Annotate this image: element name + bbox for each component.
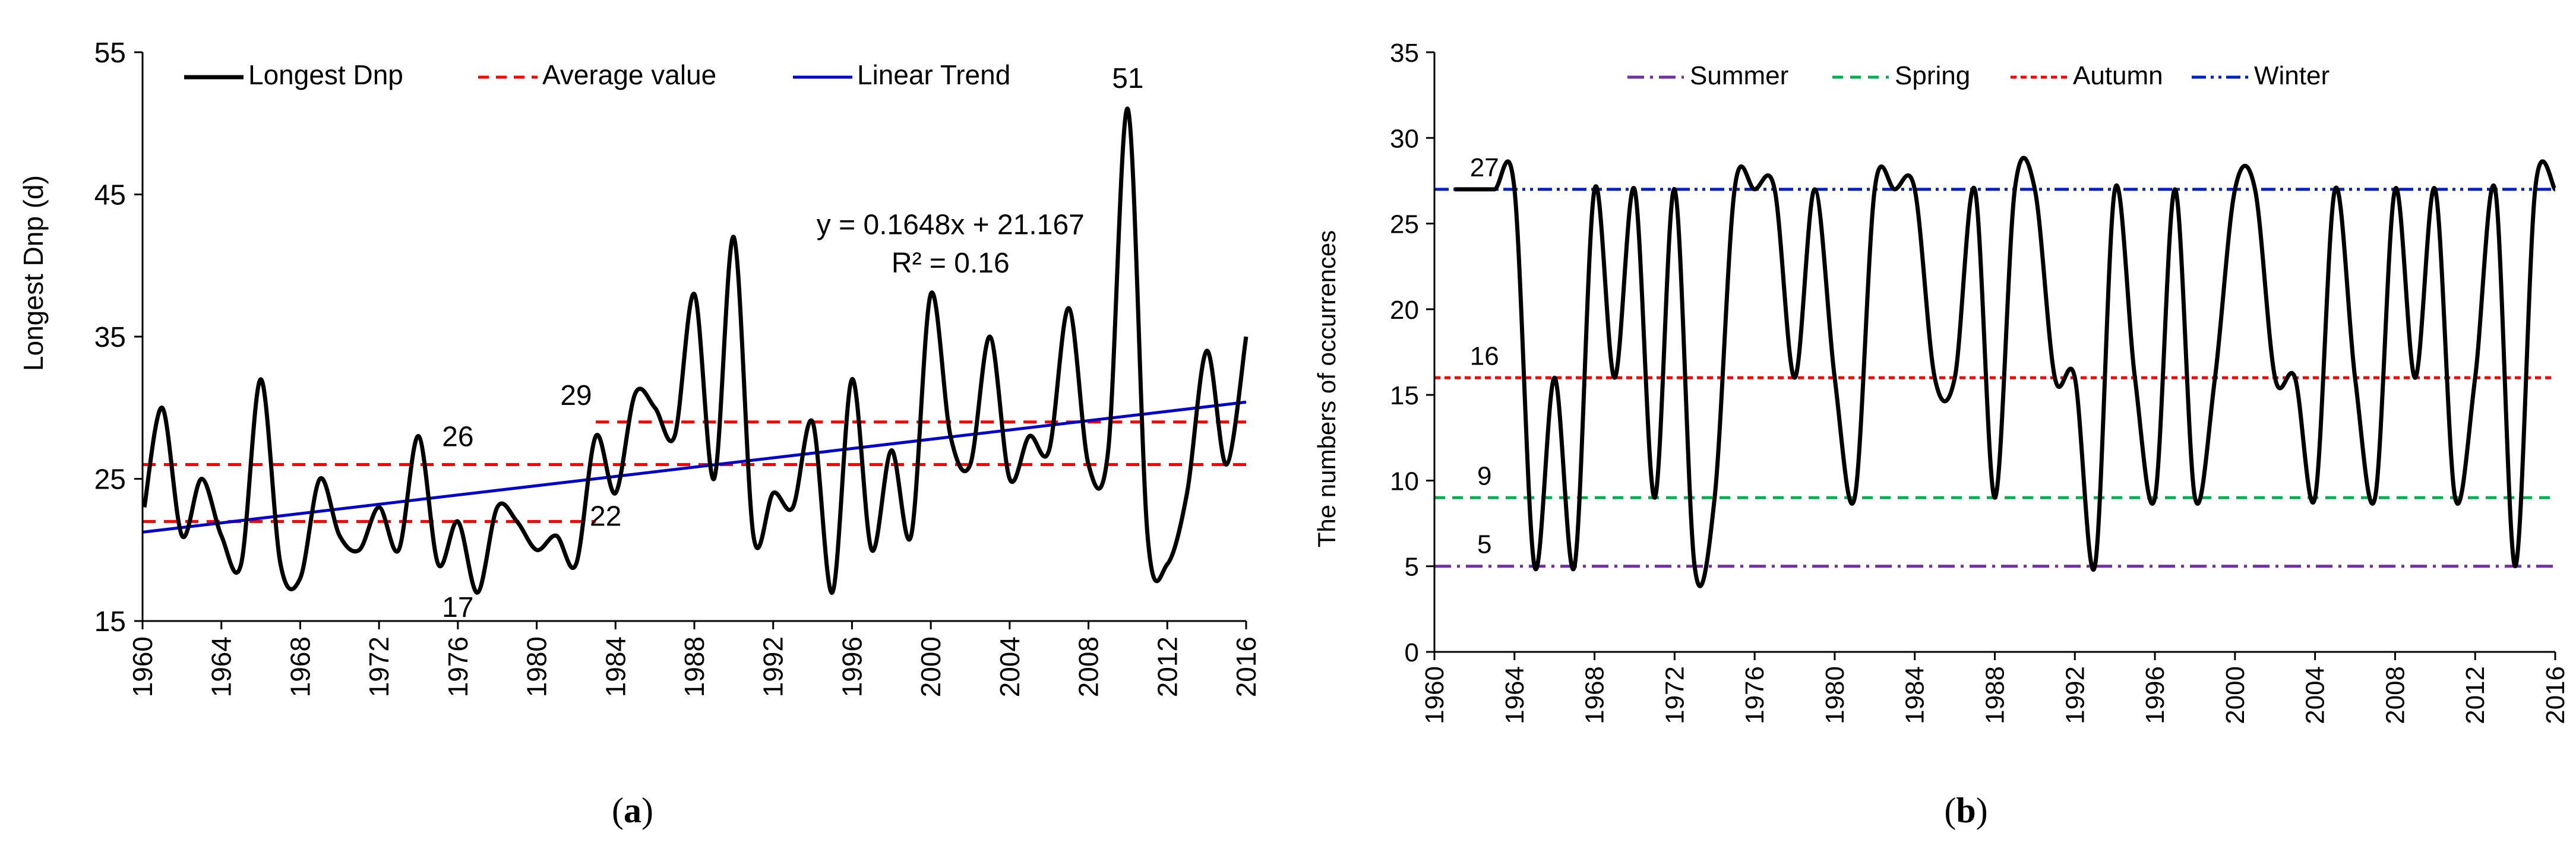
x-tick-label-a: 2004	[994, 636, 1025, 697]
x-tick-label-a: 2012	[1152, 636, 1183, 697]
x-tick-label-b: 2000	[2221, 666, 2250, 724]
y-axis-label-b: The numbers of occurrences	[1313, 230, 1341, 548]
reference-label-spring: 9	[1477, 461, 1491, 490]
annotation-a: 26	[442, 421, 473, 452]
x-tick-label-a: 2008	[1073, 636, 1104, 697]
reference-label-summer: 5	[1477, 530, 1491, 559]
x-tick-label-a: 1972	[364, 636, 394, 697]
x-tick-label-a: 2000	[915, 636, 946, 697]
x-tick-label-a: 2016	[1231, 636, 1262, 697]
legend-spring-label: Spring	[1895, 61, 1970, 90]
reference-label-autumn: 16	[1470, 341, 1499, 370]
annotation-a: 51	[1112, 63, 1143, 94]
legend-longest-dnp-label: Longest Dnp	[248, 59, 403, 90]
x-tick-label-b: 1960	[1420, 666, 1449, 724]
y-tick-label-a: 45	[94, 180, 126, 211]
panel-b: 0 5 10 15 20 25 30 35 1960 1964 1968 1972 1976 1980 19…	[1313, 39, 2570, 830]
y-tick-label-b: 30	[1390, 124, 1419, 153]
y-tick-label-b: 0	[1405, 638, 1419, 667]
x-tick-label-b: 1984	[1901, 666, 1930, 724]
panel-label-b: (b)	[1944, 791, 1987, 830]
annotation-a: R² = 0.16	[892, 248, 1010, 279]
y-tick-label-b: 35	[1390, 39, 1419, 68]
legend-winter-label: Winter	[2254, 61, 2330, 90]
x-tick-label-b: 1964	[1500, 666, 1529, 724]
x-tick-label-a: 1988	[679, 636, 710, 697]
annotation-a: y = 0.1648x + 21.167	[817, 210, 1085, 241]
annotation-a: 22	[590, 501, 621, 533]
x-tick-label-b: 2004	[2301, 666, 2330, 724]
y-tick-label-b: 10	[1390, 467, 1419, 496]
y-tick-label-b: 25	[1390, 210, 1419, 239]
x-tick-label-a: 1984	[600, 636, 631, 697]
x-tick-label-b: 1980	[1820, 666, 1850, 724]
y-tick-label-a: 35	[94, 322, 126, 353]
y-tick-label-b: 20	[1390, 296, 1419, 325]
x-tick-label-b: 1972	[1660, 666, 1689, 724]
x-tick-label-b: 2012	[2461, 666, 2490, 724]
legend-average-value-label: Average value	[542, 59, 716, 90]
legend-a: Longest Dnp Average value Linear Trend	[184, 59, 1010, 90]
y-tick-label-b: 15	[1390, 381, 1419, 410]
y-tick-label-a: 55	[94, 37, 126, 69]
linear-trend-line-a	[142, 400, 1247, 534]
x-tick-label-b: 2008	[2381, 666, 2410, 724]
legend-autumn-label: Autumn	[2073, 61, 2163, 90]
x-tick-label-b: 1976	[1740, 666, 1769, 724]
x-tick-label-b: 1988	[1981, 666, 2010, 724]
x-tick-label-a: 1980	[521, 636, 552, 697]
x-tick-label-b: 2016	[2541, 666, 2570, 724]
annotation-a: 17	[442, 592, 473, 623]
legend-b: Summer Spring Autumn Winter	[1627, 61, 2330, 90]
y-tick-label-b: 5	[1405, 553, 1419, 582]
y-tick-label-a: 15	[94, 606, 126, 638]
panel-label-a: (a)	[612, 791, 653, 830]
series-occurrences-line	[1454, 156, 2558, 588]
x-tick-label-a: 1968	[285, 636, 315, 697]
x-tick-label-a: 1996	[836, 636, 867, 697]
x-tick-label-a: 1992	[758, 636, 789, 697]
panel-a: 15 25 35 45 55 1960 1964 1968 1972 1976 1980 1984 19…	[18, 37, 1262, 830]
legend-summer-label: Summer	[1690, 61, 1788, 90]
x-tick-label-a: 1964	[206, 636, 237, 697]
x-tick-label-a: 1976	[442, 636, 473, 697]
y-axis-label-a: Longest Dnp (d)	[18, 175, 49, 371]
x-tick-label-b: 1996	[2141, 666, 2170, 724]
series-longest-dnp-line	[142, 106, 1249, 595]
annotation-a: 29	[560, 380, 592, 411]
y-tick-label-a: 25	[94, 464, 126, 496]
legend-linear-trend-label: Linear Trend	[857, 59, 1010, 90]
x-tick-label-b: 1968	[1581, 666, 1610, 724]
x-tick-label-b: 1992	[2060, 666, 2090, 724]
reference-label-winter: 27	[1470, 153, 1499, 182]
x-tick-label-a: 1960	[127, 636, 158, 697]
